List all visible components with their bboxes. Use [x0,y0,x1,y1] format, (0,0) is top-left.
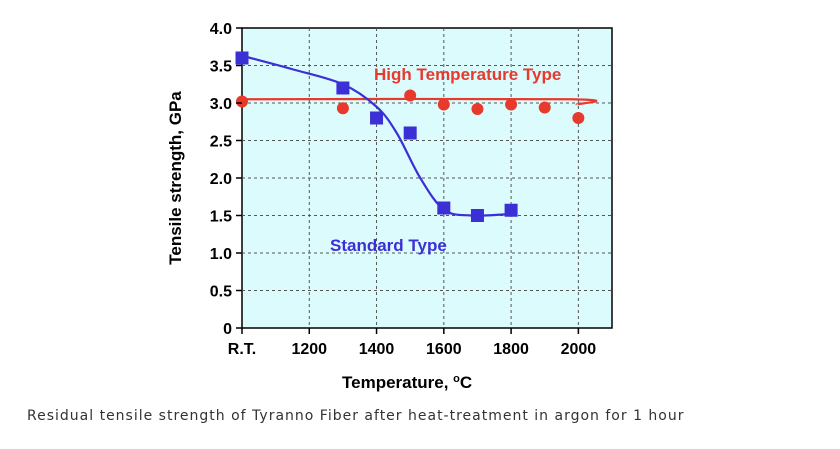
x-tick-label: R.T. [228,341,256,358]
x-axis-title: Temperature, oC [342,373,472,392]
x-axis-title-unit: C [460,373,472,392]
y-tick-label: 1.5 [210,209,232,226]
series-label-standard: Standard Type [330,236,447,255]
data-point-high-temperature [437,98,450,111]
x-axis-title-main: Temperature, [342,373,453,392]
series-curves [241,54,598,217]
series-markers [235,51,585,222]
x-tick-label: 1400 [359,341,395,358]
data-point-high-temperature [336,102,349,115]
y-tick-label: 0 [223,321,232,338]
data-point-standard [235,51,249,65]
tick-labels: 0 0.5 1.0 1.5 2.0 2.5 3.0 3.5 4.0 R.T. 1200 1400 160… [210,21,597,358]
x-tick-label: 1600 [426,341,462,358]
data-point-high-temperature [404,89,417,102]
series-label-high-temperature: High Temperature Type [374,65,561,84]
data-point-high-temperature [538,101,551,114]
y-tick-label: 1.0 [210,246,232,263]
data-point-standard [470,209,484,222]
grid [242,28,612,328]
data-point-standard [437,201,451,215]
y-tick-label: 3.5 [210,59,232,76]
data-point-high-temperature [471,103,484,115]
data-point-standard [370,111,384,125]
data-point-standard [504,203,518,217]
data-point-high-temperature [236,95,248,108]
y-tick-label: 2.0 [210,171,232,188]
x-tick-label: 1800 [493,341,529,358]
series-line-standard [241,54,512,217]
series-line-high-temperature [241,97,598,106]
data-point-high-temperature [505,98,518,111]
y-tick-label: 2.5 [210,134,232,151]
x-tick-label: 1200 [291,341,327,358]
y-tick-label: 0.5 [210,284,232,301]
axis-ticks [236,27,580,334]
data-point-standard [336,81,350,95]
y-axis-title: Tensile strength, GPa [166,91,185,265]
x-axis-title-degree: o [453,373,460,385]
figure-caption: Residual tensile strength of Tyranno Fib… [27,408,685,424]
data-point-high-temperature [572,112,585,124]
x-tick-label: 2000 [561,341,597,358]
y-tick-label: 3.0 [210,96,232,113]
data-point-standard [403,126,417,140]
y-tick-label: 4.0 [210,21,232,38]
